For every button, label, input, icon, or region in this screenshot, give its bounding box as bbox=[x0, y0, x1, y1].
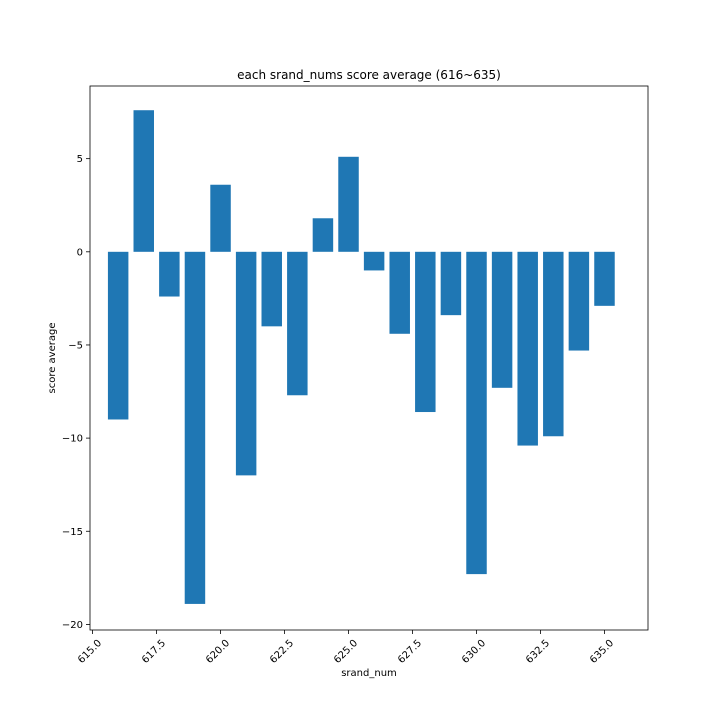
bars-group bbox=[107, 110, 615, 604]
bar-633 bbox=[543, 251, 564, 437]
bar-631 bbox=[491, 251, 513, 388]
bar-629 bbox=[440, 251, 462, 316]
y-tick-label: −5 bbox=[68, 340, 83, 351]
y-axis-ticks: 5 0 −5 −10 −15 −20 bbox=[62, 154, 90, 631]
y-tick-label: −15 bbox=[62, 527, 83, 538]
y-tick-label: 0 bbox=[77, 247, 83, 258]
bar-618 bbox=[159, 251, 180, 297]
bar-617 bbox=[133, 110, 154, 252]
y-tick-label: 5 bbox=[77, 154, 83, 165]
bar-620 bbox=[210, 184, 231, 252]
x-axis-label: srand_num bbox=[341, 668, 397, 679]
bar-630 bbox=[466, 251, 487, 575]
bar-621 bbox=[235, 251, 257, 476]
bar-627 bbox=[389, 251, 410, 334]
bar-622 bbox=[261, 251, 282, 327]
bar-634 bbox=[568, 251, 590, 351]
bar-624 bbox=[312, 218, 334, 252]
bar-623 bbox=[287, 251, 308, 396]
y-tick-label: −10 bbox=[62, 434, 83, 445]
bar-619 bbox=[184, 251, 206, 604]
plot-background bbox=[90, 86, 648, 630]
bar-628 bbox=[415, 251, 436, 413]
bar-625 bbox=[338, 156, 359, 252]
y-tick-label: −20 bbox=[62, 620, 83, 631]
y-axis-label: score average bbox=[47, 323, 58, 394]
bar-616 bbox=[107, 251, 129, 420]
plot-frame bbox=[89, 85, 649, 631]
bar-626 bbox=[363, 251, 385, 271]
chart-title: each srand_nums score average (616~635) bbox=[237, 68, 501, 82]
bar-635 bbox=[594, 251, 615, 306]
bar-632 bbox=[517, 251, 538, 446]
